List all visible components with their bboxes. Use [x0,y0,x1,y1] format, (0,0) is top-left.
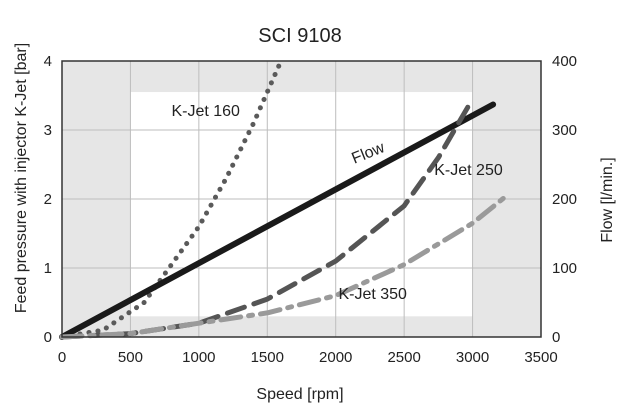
x-axis-label: Speed [rpm] [256,386,343,403]
series-annotation: K-Jet 160 [171,103,240,120]
y2-tick-label: 100 [552,260,577,277]
x-tick-label: 0 [58,349,66,366]
series-lines [59,58,510,340]
y-tick-label: 2 [44,191,52,208]
series-line-k-jet-250 [59,96,476,340]
plot-border [61,60,542,338]
x-tick-label: 1000 [182,349,215,366]
series-line-k-jet-350 [59,193,510,340]
series-annotation: K-Jet 350 [338,286,407,303]
y2-tick-label: 200 [552,191,577,208]
y2-tick-label: 300 [552,122,577,139]
y2-tick-label: 400 [552,53,577,70]
y-tick-label: 1 [44,260,52,277]
tick-labels: 0 500 1000 1500 2000 2500 3000 3500 0 1 2 3 4 0 100 200… [44,53,577,366]
x-tick-label: 2000 [319,349,352,366]
y-tick-label: 0 [44,329,52,346]
x-tick-label: 3000 [456,349,489,366]
x-tick-label: 2500 [387,349,420,366]
x-tick-label: 1500 [251,349,284,366]
y-tick-label: 3 [44,122,52,139]
series-line-flow [59,101,497,340]
x-tick-label: 500 [118,349,143,366]
y2-tick-label: 0 [552,329,560,346]
plot-area-inner [130,92,473,317]
chart-title: SCI 9108 [258,25,341,47]
plot-frame [61,60,542,338]
series-annotation: K-Jet 250 [434,162,503,179]
x-tick-label: 3500 [524,349,557,366]
series-line-k-jet-160 [59,58,284,340]
y2-axis-label: Flow [l/min.] [599,157,616,242]
y-tick-label: 4 [44,53,52,70]
y-axis-label: Feed pressure with injector K-Jet [bar] [13,43,30,313]
